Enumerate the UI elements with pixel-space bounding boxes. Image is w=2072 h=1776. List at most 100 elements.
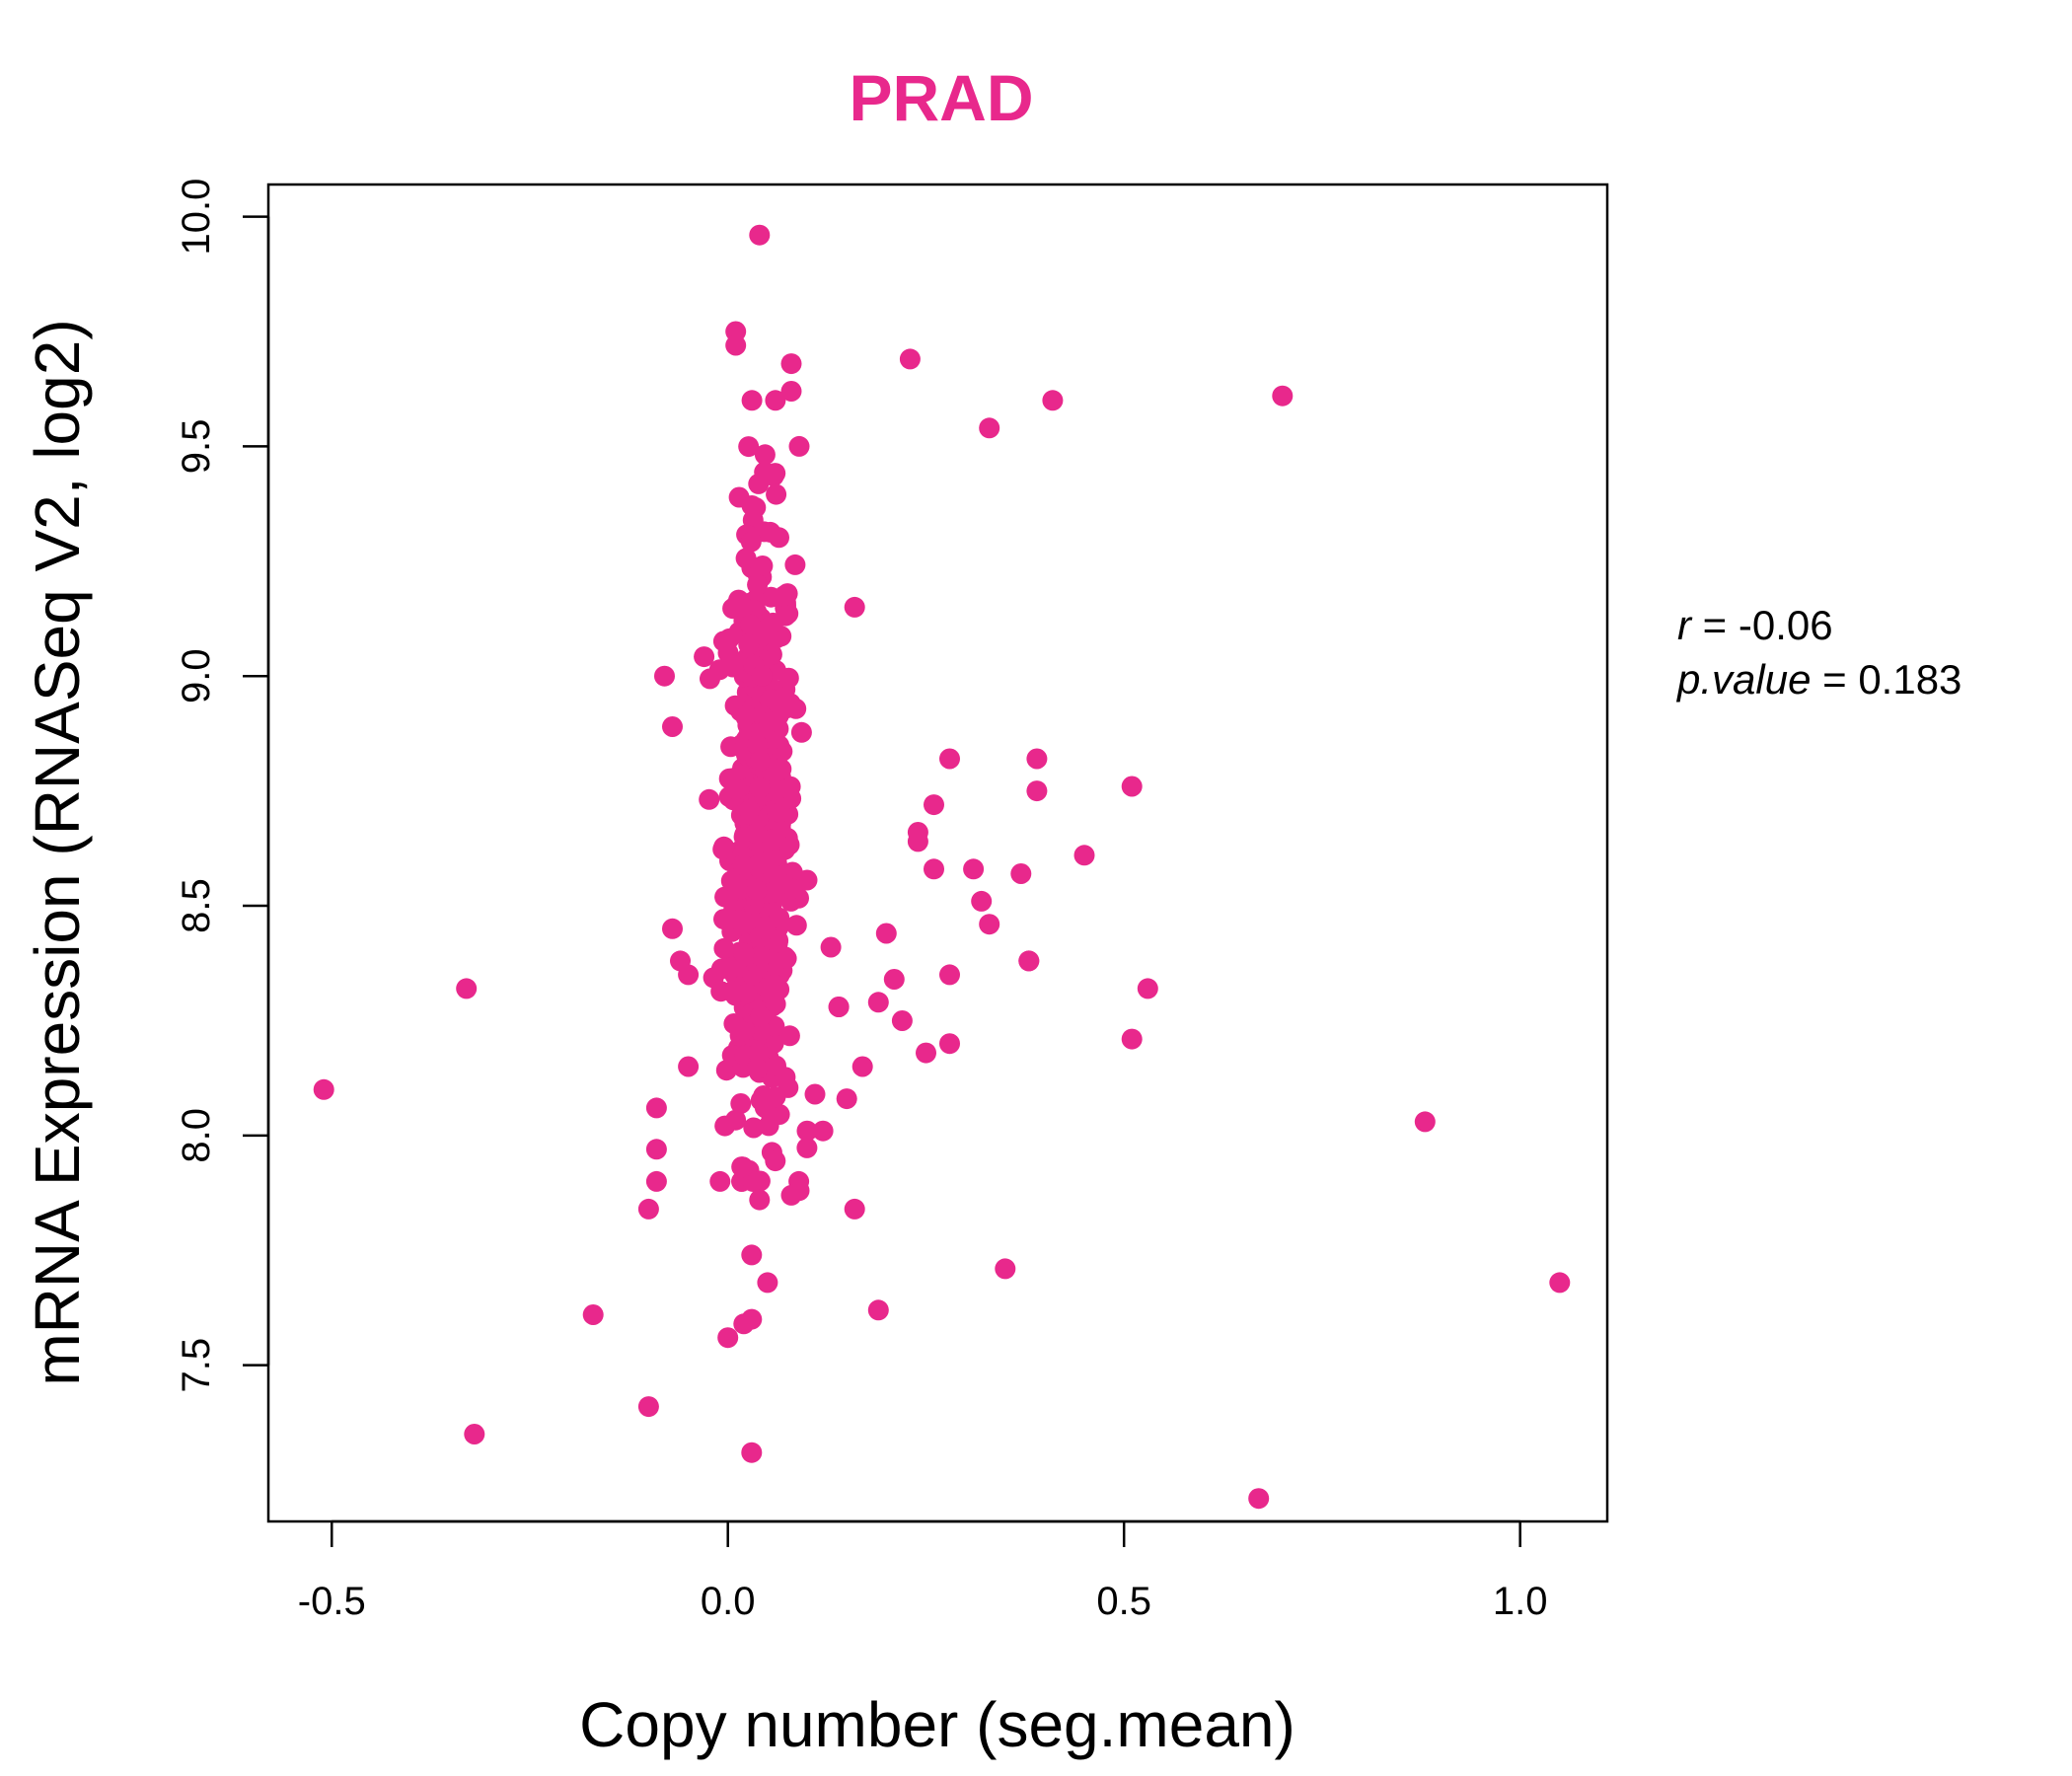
data-point [722,654,744,676]
data-point [713,937,735,959]
data-point [770,801,791,823]
data-point [1010,863,1032,884]
data-point [939,748,960,770]
data-point [916,1042,936,1064]
data-point [776,947,797,969]
data-point [812,1120,834,1142]
y-tick-label: 8.0 [175,1108,218,1163]
data-point [741,1442,763,1463]
data-point [775,1067,796,1088]
data-point [735,548,757,569]
data-point [1121,1028,1143,1050]
data-point [712,839,734,860]
data-point [714,1115,736,1137]
data-point [796,1120,818,1142]
data-point [645,1170,667,1192]
data-point [875,923,897,944]
data-point [995,1258,1016,1280]
data-point [732,854,754,876]
data-point [747,734,769,756]
data-point [785,915,807,936]
data-point [796,869,818,891]
data-point [924,794,944,816]
data-point [662,716,683,737]
x-tick-label: 0.0 [701,1580,756,1623]
data-point [743,1117,765,1139]
data-point [1042,390,1064,411]
data-point [738,436,760,458]
data-point [1137,978,1158,999]
data-point [883,969,905,990]
data-point [758,1115,779,1137]
data-point [979,914,1000,935]
data-point [749,1189,771,1211]
data-point [765,1150,786,1172]
data-point [971,890,993,912]
data-point [780,1184,802,1206]
data-point [844,596,865,618]
data-point [645,1097,667,1119]
data-point [939,964,960,986]
data-point [749,777,771,799]
data-point [804,1083,826,1105]
data-point [678,1056,700,1077]
data-point [765,390,786,411]
data-point [725,778,747,800]
data-point [774,585,795,607]
data-point [732,1156,754,1178]
data-point [749,224,771,246]
data-point [731,913,753,934]
r-equals: = [1691,602,1739,648]
data-point [725,334,747,356]
data-point [750,1005,772,1027]
data-point [836,1088,857,1110]
x-axis-label: Copy number (seg.mean) [579,1689,1295,1760]
r-symbol: r [1677,602,1693,648]
data-point [637,1396,659,1418]
data-point [1026,780,1048,802]
data-point [1018,950,1040,972]
data-point [867,1299,889,1321]
data-point [844,1198,865,1220]
data-point [723,1013,745,1034]
data-point [313,1078,334,1100]
y-axis-label: mRNA Expression (RNASeq V2, log2) [22,319,93,1385]
p-value: 0.183 [1858,656,1961,703]
data-point [747,1058,768,1079]
data-point [1121,776,1143,797]
data-point [780,353,802,375]
data-point [748,1042,770,1064]
data-point [963,858,985,880]
y-tick-label: 10.0 [175,179,218,256]
data-point [742,1170,764,1192]
x-tick-label: 1.0 [1493,1580,1548,1623]
data-point [740,531,762,553]
data-point [764,974,785,996]
y-tick-label: 8.5 [175,878,218,933]
data-point [741,1244,763,1266]
data-point [907,831,928,852]
data-point [456,978,478,999]
p-symbol: p.value [1675,656,1811,703]
plot-frame [266,183,1609,1523]
y-axis: 7.5 8.0 8.5 9.0 9.5 10.0 [175,179,270,1392]
data-point [1026,748,1048,770]
data-point [766,483,787,505]
data-point [851,1056,873,1077]
data-point [714,886,736,908]
data-point [654,665,675,687]
data-point [730,1093,752,1114]
stats-annotation: r = -0.06 p.value = 0.183 [1675,602,1961,703]
data-point [749,750,771,772]
data-point [733,1313,755,1335]
data-point [1549,1272,1571,1294]
p-equals: = [1811,656,1858,703]
data-point [771,758,792,779]
x-tick-label: 0.5 [1096,1580,1151,1623]
x-tick-label: -0.5 [298,1580,366,1623]
data-point [751,665,773,687]
data-point [754,444,776,466]
data-point [755,919,777,940]
data-point [778,1025,800,1047]
